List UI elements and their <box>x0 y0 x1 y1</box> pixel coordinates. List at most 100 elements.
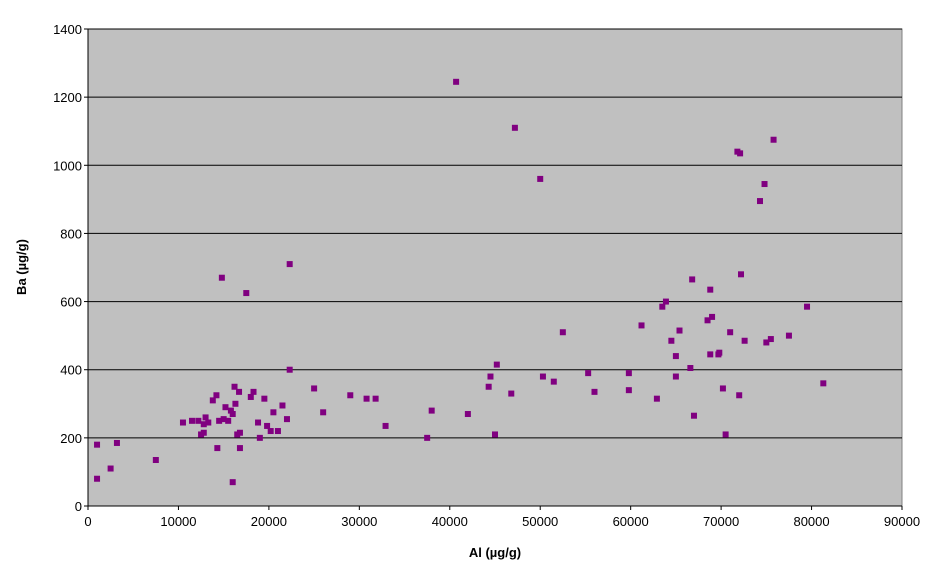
data-point <box>256 434 263 441</box>
data-point <box>279 402 286 409</box>
x-tick-label: 10000 <box>160 514 196 529</box>
data-point <box>209 397 216 404</box>
data-point <box>676 327 683 334</box>
data-point <box>107 465 114 472</box>
data-point <box>213 392 220 399</box>
data-point <box>716 349 723 356</box>
y-axis-ticks: 0 200 400 600 800 1000 1200 1400 <box>53 22 89 514</box>
data-point <box>229 479 236 486</box>
y-tick-label: 400 <box>60 363 82 378</box>
data-point <box>267 428 274 435</box>
data-point <box>492 431 498 438</box>
x-tick-label: 70000 <box>703 514 739 529</box>
data-point <box>231 383 238 390</box>
y-tick-label: 1000 <box>53 158 82 173</box>
data-point <box>464 411 471 418</box>
data-point <box>653 395 660 402</box>
data-point <box>363 395 370 402</box>
data-point <box>704 317 711 324</box>
data-point <box>232 400 239 407</box>
data-point <box>709 313 716 320</box>
data-point <box>493 361 500 368</box>
data-point <box>113 439 120 446</box>
data-point <box>487 373 494 380</box>
data-point <box>247 393 254 400</box>
y-tick-label: 1200 <box>53 90 82 105</box>
data-point <box>737 150 744 157</box>
data-point <box>585 370 592 377</box>
data-point <box>189 417 196 424</box>
plot-area <box>87 28 903 507</box>
data-point <box>200 429 207 436</box>
data-point <box>738 271 745 278</box>
data-point <box>741 337 748 344</box>
data-point <box>94 441 101 448</box>
x-tick-label: 90000 <box>884 514 920 529</box>
data-point <box>485 383 492 390</box>
data-point <box>227 407 234 414</box>
data-point <box>152 457 159 464</box>
data-point <box>286 261 293 268</box>
data-point <box>347 392 354 399</box>
data-point <box>785 332 792 339</box>
data-point <box>236 429 243 436</box>
data-point <box>311 385 318 392</box>
data-point <box>659 303 666 310</box>
data-point <box>707 286 714 293</box>
data-point <box>757 198 764 205</box>
data-point <box>672 373 679 380</box>
data-point <box>94 475 101 482</box>
data-point <box>195 417 202 424</box>
data-point <box>220 416 227 423</box>
data-point <box>200 421 207 428</box>
data-point <box>804 303 811 310</box>
data-point <box>722 431 729 438</box>
data-points <box>94 78 827 486</box>
data-point <box>511 124 518 131</box>
y-tick-label: 1400 <box>53 22 82 37</box>
data-point <box>687 365 694 372</box>
data-point <box>625 387 632 394</box>
x-tick-label: 30000 <box>341 514 377 529</box>
data-point <box>372 395 379 402</box>
y-tick-label: 200 <box>60 431 82 446</box>
data-point <box>264 422 271 429</box>
y-axis-title: Ba (µg/g) <box>14 239 29 295</box>
data-point <box>690 412 697 419</box>
data-point <box>218 274 225 281</box>
data-point <box>255 419 262 426</box>
data-point <box>689 276 696 283</box>
data-point <box>320 409 327 416</box>
data-point <box>453 78 460 85</box>
data-point <box>559 329 566 336</box>
data-point <box>205 419 212 426</box>
data-point <box>550 378 557 385</box>
data-point <box>270 409 277 416</box>
data-point <box>719 385 726 392</box>
data-point <box>424 434 431 441</box>
x-tick-label: 80000 <box>793 514 829 529</box>
data-point <box>274 428 281 435</box>
data-point <box>672 353 679 360</box>
data-point <box>770 136 777 143</box>
data-point <box>283 416 290 423</box>
data-point <box>382 422 389 429</box>
x-tick-label: 50000 <box>522 514 558 529</box>
data-point <box>229 411 236 418</box>
data-point <box>243 290 250 297</box>
data-point <box>638 322 645 329</box>
data-point <box>736 392 743 399</box>
data-point <box>763 339 770 346</box>
x-tick-label: 60000 <box>613 514 649 529</box>
data-point <box>537 175 544 182</box>
data-point <box>707 351 714 358</box>
data-point <box>761 181 768 188</box>
data-point <box>767 336 774 343</box>
y-tick-label: 0 <box>75 499 82 514</box>
y-tick-label: 800 <box>60 226 82 241</box>
data-point <box>214 445 221 452</box>
x-tick-label: 40000 <box>432 514 468 529</box>
data-point <box>625 370 632 377</box>
data-point <box>250 388 257 395</box>
